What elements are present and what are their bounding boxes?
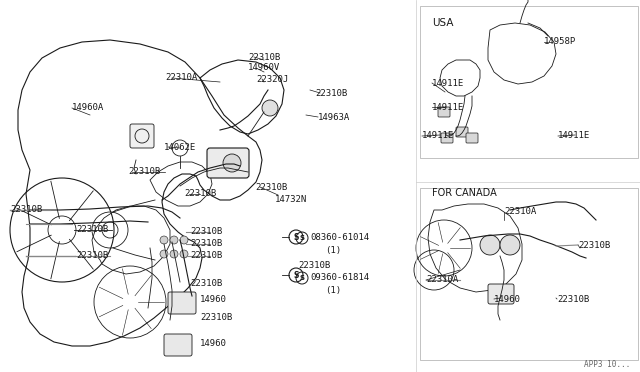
Text: FOR CANADA: FOR CANADA — [432, 188, 497, 198]
Text: S: S — [300, 235, 305, 241]
Text: 22310B: 22310B — [76, 225, 108, 234]
FancyBboxPatch shape — [130, 124, 154, 148]
Text: 14732N: 14732N — [275, 196, 307, 205]
Text: 14062E: 14062E — [164, 142, 196, 151]
Text: 22310B: 22310B — [248, 52, 280, 61]
FancyBboxPatch shape — [441, 133, 453, 143]
Circle shape — [170, 250, 178, 258]
FancyBboxPatch shape — [168, 292, 196, 314]
Text: 09360-61814: 09360-61814 — [310, 273, 369, 282]
Text: 22310B: 22310B — [315, 89, 348, 97]
Text: 22310B: 22310B — [76, 251, 108, 260]
Bar — [420, 188, 638, 360]
Bar — [420, 6, 638, 158]
Circle shape — [160, 250, 168, 258]
Text: (1): (1) — [325, 285, 341, 295]
Circle shape — [262, 100, 278, 116]
Text: 22310B: 22310B — [128, 167, 160, 176]
Text: 22310A: 22310A — [504, 208, 536, 217]
Circle shape — [170, 236, 178, 244]
Text: S: S — [300, 275, 305, 281]
Text: APP3 10...: APP3 10... — [584, 360, 630, 369]
Text: S: S — [293, 270, 299, 279]
Text: 14911E: 14911E — [558, 131, 590, 141]
Circle shape — [480, 235, 500, 255]
Text: 14911E: 14911E — [432, 78, 464, 87]
Text: 22310B: 22310B — [184, 189, 216, 199]
FancyBboxPatch shape — [438, 107, 450, 117]
Circle shape — [223, 154, 241, 172]
Text: 22310A: 22310A — [426, 276, 458, 285]
Text: 14963A: 14963A — [318, 112, 350, 122]
FancyBboxPatch shape — [456, 127, 468, 137]
FancyBboxPatch shape — [207, 148, 249, 178]
Circle shape — [160, 236, 168, 244]
Text: 22310B: 22310B — [190, 240, 222, 248]
FancyBboxPatch shape — [164, 334, 192, 356]
Circle shape — [180, 236, 188, 244]
Text: 14960: 14960 — [200, 339, 227, 347]
Text: USA: USA — [432, 18, 454, 28]
Text: 14958P: 14958P — [544, 38, 576, 46]
Text: 14911E: 14911E — [422, 131, 454, 141]
Text: 14960V: 14960V — [248, 64, 280, 73]
Text: (1): (1) — [325, 246, 341, 254]
Text: 22310B: 22310B — [190, 251, 222, 260]
Text: 22310B: 22310B — [557, 295, 589, 304]
Text: 22310B: 22310B — [10, 205, 42, 215]
FancyBboxPatch shape — [466, 133, 478, 143]
Text: 22310B: 22310B — [190, 228, 222, 237]
Text: 14960A: 14960A — [72, 103, 104, 112]
Text: 08360-61014: 08360-61014 — [310, 234, 369, 243]
Text: 14911E: 14911E — [432, 103, 464, 112]
Text: 22310B: 22310B — [200, 314, 232, 323]
Text: S: S — [293, 232, 299, 241]
Text: 22320J: 22320J — [256, 74, 288, 83]
FancyBboxPatch shape — [488, 284, 514, 304]
Text: 14960: 14960 — [200, 295, 227, 305]
Text: 14960: 14960 — [494, 295, 521, 304]
Text: 22310A: 22310A — [165, 74, 197, 83]
Text: 22310B: 22310B — [298, 260, 330, 269]
Text: 22310B: 22310B — [255, 183, 287, 192]
Circle shape — [500, 235, 520, 255]
Text: 22310B: 22310B — [190, 279, 222, 288]
Circle shape — [180, 250, 188, 258]
Text: 22310B: 22310B — [578, 241, 611, 250]
